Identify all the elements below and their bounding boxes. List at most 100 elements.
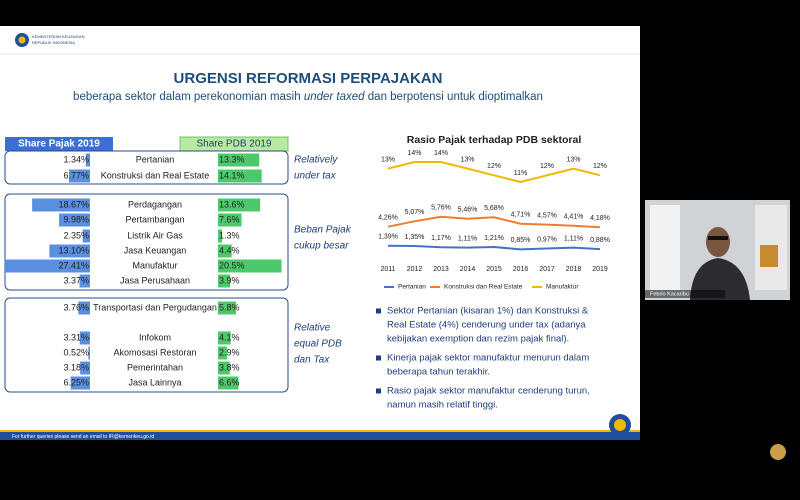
data-label: 14%: [434, 150, 448, 157]
pdb-bar: [218, 259, 282, 273]
glasses: [708, 236, 728, 240]
pajak-bar: [59, 213, 90, 227]
pajak-bar: [70, 376, 90, 390]
bullet: [376, 355, 381, 361]
bullet: [376, 388, 381, 394]
header-pajak-box: [5, 137, 113, 151]
sector-name: Pertambangan: [125, 214, 184, 224]
data-label: 13%: [566, 156, 580, 163]
slide-header: [0, 26, 640, 54]
data-label: 1,39%: [378, 234, 398, 241]
data-label: 12%: [487, 163, 501, 170]
group-note: Relative: [294, 323, 331, 334]
pdb-bar: [218, 301, 236, 315]
data-label: 0,85%: [511, 237, 531, 244]
pajak-bar: [80, 361, 90, 375]
data-label: 5,76%: [431, 205, 451, 212]
data-label: 4,41%: [564, 214, 584, 221]
group-note: cukup besar: [294, 241, 349, 252]
pajak-label: 6.77%: [63, 170, 89, 180]
pdb-label: 3.8%: [219, 362, 240, 372]
pdb-bar: [218, 346, 227, 360]
header-pajak: Share Pajak 2019: [18, 139, 100, 150]
org-sub: REPUBLIK INDONESIA: [32, 40, 75, 45]
pdb-label: 1.3%: [219, 230, 240, 240]
series-line: [387, 161, 601, 183]
data-label: 0,88%: [590, 237, 610, 244]
sector-name: Infokom: [139, 332, 171, 342]
bullet-text: Sektor Pertanian (kisaran 1%) dan Konstr…: [387, 306, 589, 317]
person-head: [706, 227, 730, 257]
pdb-bar: [218, 198, 261, 212]
bullet-text: kebijakan exemption dan rezim pajak fina…: [387, 334, 569, 345]
pajak-bar: [85, 153, 90, 167]
data-label: 5,46%: [458, 207, 478, 214]
data-label: 12%: [593, 163, 607, 170]
pdb-label: 13.3%: [219, 154, 245, 164]
org-name: KEMENTERIAN KEUANGAN: [32, 34, 85, 39]
pdb-label: 4.1%: [219, 332, 240, 342]
name-tag: [645, 290, 725, 298]
sector-name: Transportasi dan Pergudangan: [93, 302, 217, 312]
subtitle-part: beberapa sektor dalam perekonomian masih: [73, 91, 304, 103]
data-label: 5,07%: [405, 209, 425, 216]
group-note: under tax: [294, 171, 337, 182]
pajak-bar: [5, 259, 91, 273]
sector-name: Jasa Keuangan: [124, 245, 187, 255]
group-box: [4, 150, 289, 185]
pdb-bar: [218, 274, 231, 288]
pdb-bar: [218, 169, 262, 183]
data-label: 1,11%: [564, 235, 583, 242]
bullet: [376, 308, 381, 314]
pajak-bar: [88, 346, 90, 360]
pajak-bar: [82, 229, 90, 243]
data-label: 4,18%: [590, 215, 610, 222]
sector-name: Manufaktur: [132, 260, 177, 270]
pajak-label: 3.37%: [63, 275, 89, 285]
group-note: dan Tax: [294, 355, 330, 366]
pajak-bar: [49, 244, 90, 258]
bullet-text: namun masih relatif tinggi.: [387, 400, 498, 411]
pajak-label: 0.52%: [63, 347, 89, 357]
data-label: 1,21%: [484, 235, 504, 242]
pajak-label: 1.34%: [63, 154, 89, 164]
footer-bar: [0, 432, 640, 440]
data-label: 1,11%: [458, 235, 477, 242]
pajak-label: 27.41%: [58, 260, 89, 270]
sector-name: Jasa Lainnya: [128, 377, 181, 387]
pdb-label: 20.5%: [219, 260, 245, 270]
x-tick-label: 2013: [433, 266, 449, 273]
sector-name: Konstruksi dan Real Estate: [101, 170, 210, 180]
sector-name: Perdagangan: [128, 199, 182, 209]
data-label: 5,68%: [484, 205, 504, 212]
subtitle-part: under taxed: [304, 91, 365, 103]
pdb-bar: [218, 376, 239, 390]
x-tick-label: 2016: [513, 266, 529, 273]
pdb-label: 5.8%: [219, 302, 240, 312]
pajak-bar: [79, 331, 90, 345]
slide-title: URGENSI REFORMASI PERPAJAKAN: [174, 70, 443, 87]
pajak-label: 2.35%: [63, 230, 89, 240]
sector-name: Pertanian: [136, 154, 175, 164]
data-label: 4,71%: [511, 212, 531, 219]
data-label: 4,26%: [378, 215, 398, 222]
x-tick-label: 2019: [592, 266, 608, 273]
pajak-label: 13.10%: [58, 245, 89, 255]
pajak-label: 9.98%: [63, 214, 89, 224]
sector-name: Pemerintahan: [127, 362, 183, 372]
pdb-bar: [218, 244, 232, 258]
corner-logo: [770, 444, 786, 460]
series-line: [387, 244, 601, 251]
pdb-label: 14.1%: [219, 170, 245, 180]
group-box: [4, 297, 289, 393]
pajak-bar: [32, 198, 90, 212]
data-label: 0,97%: [537, 236, 557, 243]
data-label: 11%: [514, 170, 528, 177]
x-tick-label: 2015: [486, 266, 502, 273]
pajak-bar: [78, 301, 90, 315]
header-pdb: Share PDB 2019: [196, 139, 271, 150]
bullet-text: Kinerja pajak sektor manufaktur menurun …: [387, 353, 589, 364]
pdb-label: 13.6%: [219, 199, 245, 209]
pajak-bar: [79, 274, 90, 288]
